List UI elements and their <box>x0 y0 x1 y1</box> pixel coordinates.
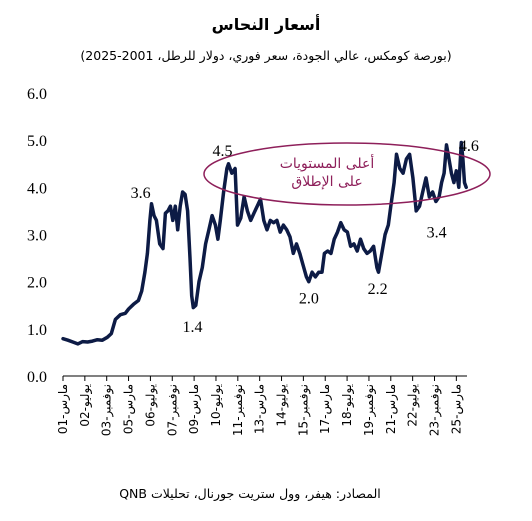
x-tick-label: نوفمبر-23 <box>427 384 442 436</box>
x-tick-label: يوليو-22 <box>406 384 421 427</box>
y-tick-label: 4.0 <box>27 180 47 197</box>
x-tick-label: يوليو-02 <box>78 384 93 427</box>
y-tick-label: 5.0 <box>27 133 47 150</box>
x-tick-label: مارس-09 <box>187 384 202 434</box>
x-tick-label: مارس-13 <box>253 384 268 434</box>
x-tick-label: يوليو-14 <box>275 384 290 427</box>
x-tick-label: نوفمبر-03 <box>100 384 115 436</box>
plot-area: 3.6 1.4 4.5 2.0 2.2 3.4 4.6 أعلى المستويات على ا… <box>61 138 491 346</box>
x-tick-label: مارس-05 <box>122 384 137 434</box>
x-tick-label: نوفمبر-19 <box>362 384 377 436</box>
y-tick-label: 2.0 <box>27 275 47 292</box>
data-label: 2.0 <box>299 291 319 308</box>
axes: 0.0 1.0 2.0 3.0 4.0 5.0 6.0 مارس-01 يوليو-02 نوفم… <box>27 86 467 436</box>
annotation-text: أعلى المستويات على الإطلاق <box>280 154 375 190</box>
chart-title: أسعار النحاس <box>212 14 321 34</box>
data-label: 3.4 <box>427 225 447 242</box>
x-tick-label: يوليو-18 <box>340 384 355 427</box>
y-tick-label: 3.0 <box>27 228 47 245</box>
y-tick-label: 0.0 <box>27 369 47 386</box>
x-tick-label: يوليو-06 <box>143 384 158 427</box>
y-tick-label: 1.0 <box>27 322 47 339</box>
y-tick-label: 6.0 <box>27 86 47 103</box>
data-label: 2.2 <box>368 281 388 298</box>
data-label: 4.5 <box>213 143 233 160</box>
x-tick-label: يوليو-10 <box>209 384 224 427</box>
x-tick-label: نوفمبر-11 <box>231 384 246 436</box>
x-tick-label: مارس-17 <box>318 384 333 434</box>
chart-subtitle: (بورصة كومكس، عالي الجودة، سعر فوري، دول… <box>80 48 451 64</box>
annotation-ellipse <box>203 142 491 206</box>
copper-price-series-line <box>61 140 468 346</box>
data-label: 4.6 <box>459 138 479 155</box>
x-tick-label: مارس-21 <box>384 384 399 434</box>
x-tick-label: نوفمبر-15 <box>296 384 311 436</box>
x-tick-label: مارس-01 <box>56 384 71 434</box>
chart-source: المصادر: هيفر، وول ستريت جورنال، تحليلات… <box>119 486 381 502</box>
x-tick-label: نوفمبر-07 <box>165 384 180 436</box>
data-label: 3.6 <box>131 185 151 202</box>
data-label: 1.4 <box>182 319 202 336</box>
x-tick-label: مارس-25 <box>449 384 464 434</box>
